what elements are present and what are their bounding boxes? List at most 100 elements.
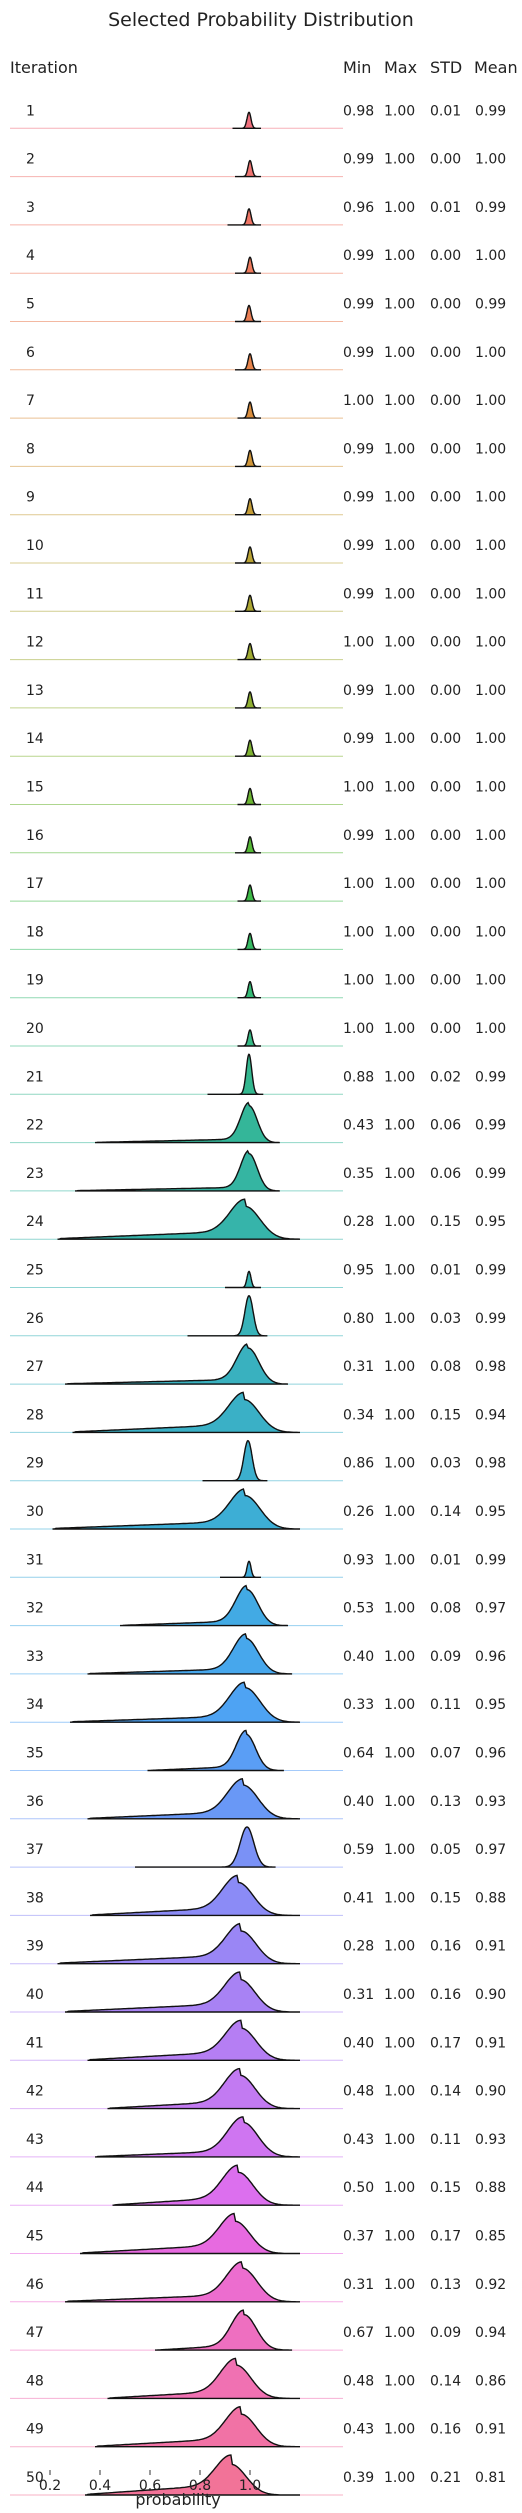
ridge-density <box>80 2212 300 2255</box>
stat-min: 0.80 <box>343 1311 374 1327</box>
stat-max: 1.00 <box>384 248 415 264</box>
stat-max: 1.00 <box>384 1311 415 1327</box>
ridge-row: 10 0.99 1.00 0.00 1.00 <box>10 538 506 564</box>
stat-mean: 1.00 <box>475 538 506 554</box>
stat-min: 0.53 <box>343 1601 374 1617</box>
stat-min: 0.93 <box>343 1552 374 1568</box>
stat-max: 1.00 <box>384 1794 415 1810</box>
stat-mean: 0.99 <box>475 1118 506 1134</box>
stat-mean: 0.99 <box>475 297 506 313</box>
ridge-density <box>237 932 261 951</box>
ridge-row: 38 0.41 1.00 0.15 0.88 <box>10 1874 506 1917</box>
ridge-row: 4 0.99 1.00 0.00 1.00 <box>10 248 506 274</box>
stat-max: 1.00 <box>384 2084 415 2100</box>
stat-std: 0.08 <box>430 1359 461 1375</box>
stat-max: 1.00 <box>384 1214 415 1230</box>
iteration-label: 18 <box>26 924 44 940</box>
ridge-row: 6 0.99 1.00 0.00 1.00 <box>10 345 506 371</box>
ridge-density <box>237 642 261 661</box>
x-axis: 0.2 0.4 0.6 0.8 1.0 <box>39 2470 261 2494</box>
ridge-row: 49 0.43 1.00 0.16 0.91 <box>10 2405 506 2448</box>
ridge-density <box>135 1826 276 1868</box>
stat-mean: 0.91 <box>475 1939 506 1955</box>
stat-max: 1.00 <box>384 635 415 651</box>
stat-mean: 0.88 <box>475 1890 506 1906</box>
stat-max: 1.00 <box>384 441 415 457</box>
stat-max: 1.00 <box>384 1842 415 1858</box>
stat-header-std: STD <box>430 58 462 77</box>
stat-min: 0.99 <box>343 248 374 264</box>
stat-mean: 0.91 <box>475 2035 506 2051</box>
ridge-row: 31 0.93 1.00 0.01 0.99 <box>10 1552 506 1578</box>
ridge-row: 45 0.37 1.00 0.17 0.85 <box>10 2212 506 2255</box>
stat-mean: 0.97 <box>475 1601 506 1617</box>
stat-min: 0.99 <box>343 152 374 168</box>
iteration-label: 11 <box>26 586 44 602</box>
stat-max: 1.00 <box>384 297 415 313</box>
stat-mean: 0.90 <box>475 2084 506 2100</box>
stat-mean: 0.98 <box>475 1359 506 1375</box>
stat-mean: 0.85 <box>475 2229 506 2245</box>
ridge-row: 48 0.48 1.00 0.14 0.86 <box>10 2357 506 2400</box>
stat-std: 0.16 <box>430 2422 461 2438</box>
stat-std: 0.00 <box>430 248 461 264</box>
ridge-density <box>147 1729 284 1772</box>
ridge-density <box>70 1681 301 1723</box>
stat-max: 1.00 <box>384 1456 415 1472</box>
iteration-label: 17 <box>26 876 44 892</box>
ridge-density <box>235 498 261 516</box>
stat-max: 1.00 <box>384 828 415 844</box>
stat-mean: 0.92 <box>475 2277 506 2293</box>
ridge-density <box>235 739 261 757</box>
stat-std: 0.00 <box>430 635 461 651</box>
stat-min: 0.98 <box>343 103 374 119</box>
stat-std: 0.01 <box>430 200 461 216</box>
ridge-density <box>52 1488 301 1530</box>
stat-min: 0.99 <box>343 297 374 313</box>
iteration-label: 16 <box>26 828 44 844</box>
stat-max: 1.00 <box>384 2180 415 2196</box>
ridge-row: 12 1.00 1.00 0.00 1.00 <box>10 635 506 661</box>
ridge-density <box>65 1971 300 2013</box>
ridge-row: 41 0.40 1.00 0.17 0.91 <box>10 2019 506 2061</box>
stat-mean: 0.99 <box>475 1263 506 1279</box>
iteration-label: 3 <box>26 200 35 216</box>
stat-max: 1.00 <box>384 2132 415 2148</box>
iteration-label: 45 <box>26 2229 44 2245</box>
stat-max: 1.00 <box>384 924 415 940</box>
ridge-density <box>237 787 261 806</box>
ridge-density <box>95 1101 280 1144</box>
stat-std: 0.13 <box>430 2277 461 2293</box>
ridge-density <box>235 159 261 178</box>
ridge-density <box>112 2164 300 2206</box>
stat-mean: 0.96 <box>475 1746 506 1762</box>
stat-std: 0.15 <box>430 1890 461 1906</box>
stat-std: 0.09 <box>430 1649 461 1665</box>
stat-min: 0.43 <box>343 2422 374 2438</box>
ridge-row: 22 0.43 1.00 0.06 0.99 <box>10 1101 506 1144</box>
stat-mean: 0.99 <box>475 1069 506 1085</box>
stat-std: 0.00 <box>430 345 461 361</box>
ridge-row: 47 0.67 1.00 0.09 0.94 <box>10 2309 506 2351</box>
stat-min: 0.43 <box>343 1118 374 1134</box>
stat-min: 0.41 <box>343 1890 374 1906</box>
ridge-row: 25 0.95 1.00 0.01 0.99 <box>10 1263 506 1289</box>
stat-std: 0.05 <box>430 1842 461 1858</box>
ridge-density <box>237 401 261 419</box>
iteration-label: 24 <box>26 1214 44 1230</box>
iteration-label: 30 <box>26 1504 44 1520</box>
ridge-density <box>107 2067 300 2110</box>
stat-std: 0.11 <box>430 2132 461 2148</box>
stat-max: 1.00 <box>384 538 415 554</box>
iteration-label: 8 <box>26 441 35 457</box>
stat-mean: 0.99 <box>475 103 506 119</box>
stat-std: 0.00 <box>430 731 461 747</box>
stat-max: 1.00 <box>384 731 415 747</box>
ridge-density <box>107 2357 300 2400</box>
stat-min: 0.33 <box>343 1697 374 1713</box>
iteration-label: 22 <box>26 1118 44 1134</box>
ridge-row: 7 1.00 1.00 0.00 1.00 <box>10 393 506 419</box>
iteration-label: 26 <box>26 1311 44 1327</box>
stat-max: 1.00 <box>384 1118 415 1134</box>
iteration-label: 12 <box>26 635 44 651</box>
